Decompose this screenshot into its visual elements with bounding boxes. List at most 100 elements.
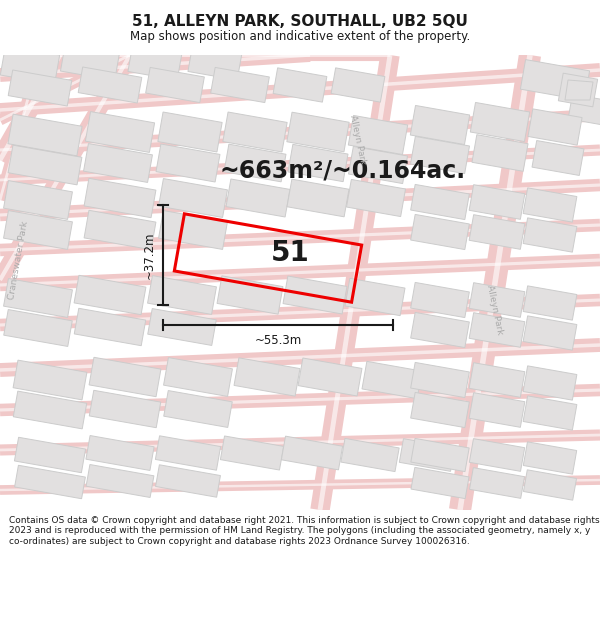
Text: 51: 51 xyxy=(271,239,310,267)
Bar xyxy=(469,468,524,498)
Bar xyxy=(410,214,469,249)
Bar xyxy=(520,59,590,101)
Bar xyxy=(175,214,362,302)
Bar xyxy=(224,144,286,182)
Bar xyxy=(164,391,232,428)
Bar xyxy=(86,464,154,498)
Bar xyxy=(345,278,405,316)
Bar xyxy=(146,68,205,102)
Bar xyxy=(469,282,525,318)
Bar xyxy=(410,282,469,318)
Bar xyxy=(346,179,406,217)
Bar xyxy=(410,136,470,174)
Bar xyxy=(470,102,530,141)
Bar xyxy=(523,316,577,350)
Bar xyxy=(288,144,348,182)
Bar xyxy=(472,135,528,171)
Bar xyxy=(469,312,525,348)
Bar xyxy=(400,439,455,471)
Bar xyxy=(532,141,584,176)
Bar xyxy=(523,396,577,430)
Bar xyxy=(349,146,407,184)
Bar xyxy=(223,112,287,152)
Bar xyxy=(287,179,349,217)
Polygon shape xyxy=(565,80,593,100)
Bar xyxy=(61,43,119,81)
Bar xyxy=(211,68,269,102)
Bar xyxy=(523,188,577,222)
Bar xyxy=(164,357,232,396)
Bar xyxy=(4,309,72,346)
Bar xyxy=(362,361,422,399)
Bar xyxy=(8,145,82,185)
Bar xyxy=(410,184,469,219)
Text: ~663m²/~0.164ac.: ~663m²/~0.164ac. xyxy=(220,158,466,182)
Bar xyxy=(188,44,242,80)
Text: ~55.3m: ~55.3m xyxy=(254,334,302,348)
Bar xyxy=(411,468,469,499)
Bar xyxy=(86,436,154,471)
Bar xyxy=(13,391,87,429)
Bar xyxy=(84,210,156,250)
Bar xyxy=(217,276,283,314)
Bar xyxy=(74,308,146,346)
Bar xyxy=(4,181,73,219)
Bar xyxy=(283,276,347,314)
Bar xyxy=(148,309,216,346)
Bar xyxy=(523,286,577,320)
Bar xyxy=(226,179,290,217)
Bar xyxy=(469,362,525,398)
Bar xyxy=(14,438,86,472)
Bar xyxy=(89,357,161,397)
Bar xyxy=(523,442,577,474)
Bar xyxy=(89,390,161,428)
Bar xyxy=(148,276,217,314)
Bar xyxy=(410,392,469,428)
Bar xyxy=(469,184,525,219)
Bar xyxy=(8,114,82,156)
Bar xyxy=(410,362,469,398)
Bar xyxy=(1,46,59,84)
Bar xyxy=(4,279,73,318)
Bar xyxy=(220,436,284,470)
Bar xyxy=(78,67,142,103)
Bar xyxy=(13,360,87,400)
Bar xyxy=(410,106,470,144)
Bar xyxy=(523,470,577,500)
Text: Alleyn Park: Alleyn Park xyxy=(485,284,505,336)
Bar xyxy=(128,44,182,80)
Bar xyxy=(84,178,156,217)
Text: Craneswater Park: Craneswater Park xyxy=(7,220,29,300)
Bar xyxy=(331,68,385,102)
Bar xyxy=(156,144,220,182)
Bar xyxy=(528,109,582,145)
Bar xyxy=(155,436,221,470)
Bar xyxy=(341,438,399,472)
Bar xyxy=(158,112,222,152)
Bar xyxy=(281,436,343,470)
Bar xyxy=(523,218,577,252)
Bar xyxy=(8,70,72,106)
Bar xyxy=(349,116,407,154)
Bar xyxy=(559,73,598,107)
Bar xyxy=(469,439,524,471)
Bar xyxy=(4,211,73,249)
Bar xyxy=(85,112,155,152)
Bar xyxy=(568,94,600,126)
Bar xyxy=(410,312,469,348)
Text: Contains OS data © Crown copyright and database right 2021. This information is : Contains OS data © Crown copyright and d… xyxy=(9,516,599,546)
Bar xyxy=(469,214,525,249)
Bar xyxy=(273,68,327,102)
Bar xyxy=(83,144,152,182)
Text: Alleyn Park: Alleyn Park xyxy=(349,114,368,166)
Bar xyxy=(14,465,85,499)
Bar xyxy=(155,465,220,498)
Bar xyxy=(287,112,349,152)
Bar xyxy=(158,211,227,249)
Text: ~37.2m: ~37.2m xyxy=(143,231,155,279)
Bar xyxy=(411,438,469,472)
Bar xyxy=(469,392,525,428)
Bar xyxy=(298,358,362,396)
Text: 51, ALLEYN PARK, SOUTHALL, UB2 5QU: 51, ALLEYN PARK, SOUTHALL, UB2 5QU xyxy=(132,14,468,29)
Bar xyxy=(523,366,577,400)
